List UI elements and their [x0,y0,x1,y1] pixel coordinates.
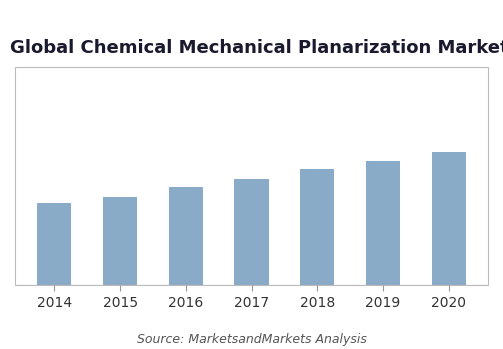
Bar [300,169,334,285]
Bar [234,179,269,285]
Text: Global Chemical Mechanical Planarization Market: Global Chemical Mechanical Planarization… [10,39,503,58]
Bar [37,203,71,285]
Bar [366,161,400,285]
Bar [15,67,488,285]
Text: Source: MarketsandMarkets Analysis: Source: MarketsandMarkets Analysis [136,333,367,346]
Bar [169,187,203,285]
Bar [432,152,466,285]
Bar [103,196,137,285]
